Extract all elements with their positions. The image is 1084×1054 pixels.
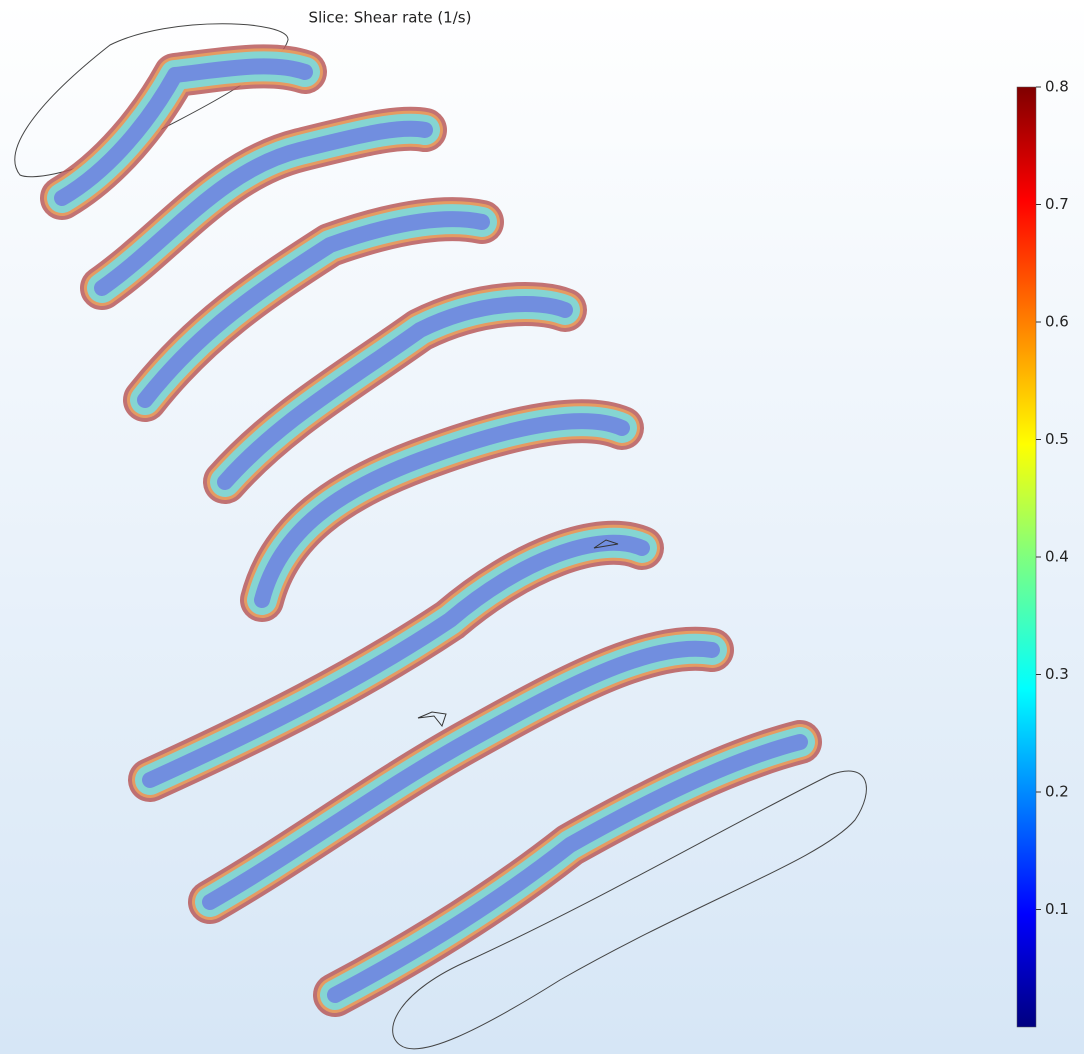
tick-label: 0.8	[1045, 78, 1069, 96]
plot-view: Slice: Shear rate (1/s) 0.1 0.2 0.3 0.4 0.5 0…	[0, 0, 1084, 1054]
tick-label: 0.1	[1045, 900, 1069, 918]
background	[0, 0, 1084, 1054]
plot-title: Slice: Shear rate (1/s)	[309, 9, 472, 27]
viewport: Slice: Shear rate (1/s) 0.1 0.2 0.3 0.4 0.5 0…	[0, 0, 1084, 1054]
tick-label: 0.7	[1045, 195, 1069, 213]
tick-label: 0.5	[1045, 430, 1069, 448]
tick-label: 0.6	[1045, 313, 1069, 331]
tick-label: 0.2	[1045, 783, 1069, 801]
colorbar	[1017, 87, 1036, 1027]
tick-label: 0.4	[1045, 548, 1069, 566]
tick-label: 0.3	[1045, 665, 1069, 683]
